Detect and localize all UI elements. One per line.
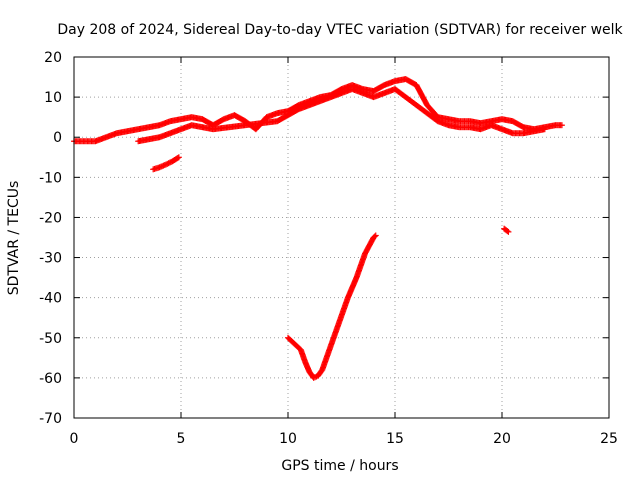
x-axis-label: GPS time / hours [281, 458, 398, 474]
plot-frame [73, 56, 610, 419]
data-point-marker [175, 154, 182, 161]
y-tick-label: -40 [39, 291, 62, 307]
y-tick-label: -20 [39, 210, 62, 226]
data-points [71, 76, 565, 381]
series-isolated-point [501, 225, 512, 235]
x-tick-label: 0 [70, 431, 79, 447]
y-tick-label: 10 [44, 90, 62, 106]
data-point-marker [505, 228, 512, 235]
x-tick-label: 15 [386, 431, 404, 447]
y-tick-label: -70 [39, 411, 62, 427]
y-tick-label: 0 [53, 130, 62, 146]
y-tick-label: -50 [39, 331, 62, 347]
x-tick-label: 5 [177, 431, 186, 447]
x-tick-label: 25 [600, 431, 618, 447]
data-point-marker [558, 122, 565, 129]
series-dip-segment [285, 232, 379, 381]
data-point-marker [174, 154, 181, 161]
x-tick-label: 10 [279, 431, 297, 447]
axis-ticks: 0 5 10 15 20 25 -70 -60 -50 -40 -30 -20 -10 0 10 20 [39, 50, 618, 447]
y-tick-label: -30 [39, 251, 62, 267]
y-axis-label: SDTVAR / TECUs [6, 181, 22, 296]
y-tick-label: -10 [39, 170, 62, 186]
chart-title: Day 208 of 2024, Sidereal Day-to-day VTE… [57, 22, 623, 38]
series-main-trace [71, 76, 565, 145]
data-point-marker [371, 233, 378, 240]
data-point-marker [541, 126, 548, 133]
y-tick-label: -60 [39, 371, 62, 387]
data-point-marker [504, 228, 511, 235]
series-secondary-trace [135, 86, 548, 145]
data-point-marker [372, 232, 379, 239]
series-short-segment [150, 154, 182, 173]
y-tick-label: 20 [44, 50, 62, 66]
x-tick-label: 20 [493, 431, 511, 447]
grid-lines [74, 57, 609, 418]
